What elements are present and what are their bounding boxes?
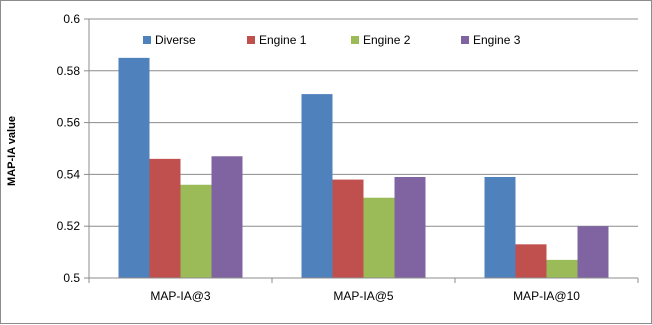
x-tick-label: MAP-IA@10 bbox=[513, 289, 580, 303]
bar bbox=[515, 244, 547, 278]
bar bbox=[211, 156, 243, 278]
y-tick-labels: 0.5 0.52 0.54 0.56 0.58 0.6 bbox=[57, 12, 81, 285]
y-tick-label: 0.54 bbox=[57, 167, 81, 181]
bar bbox=[180, 184, 212, 278]
y-tick-label: 0.58 bbox=[57, 64, 81, 78]
x-tick-label: MAP-IA@3 bbox=[150, 289, 211, 303]
x-tick-label: MAP-IA@5 bbox=[333, 289, 394, 303]
y-tick-label: 0.56 bbox=[57, 116, 81, 130]
legend: Diverse Engine 1 Engine 2 Engine 3 bbox=[137, 30, 587, 50]
axes bbox=[88, 19, 639, 283]
y-tick-label: 0.52 bbox=[57, 219, 81, 233]
bar bbox=[484, 176, 516, 278]
bars bbox=[118, 57, 609, 278]
x-tick-labels: MAP-IA@3 MAP-IA@5 MAP-IA@10 bbox=[150, 289, 580, 303]
bar bbox=[149, 158, 181, 278]
legend-label: Engine 3 bbox=[473, 33, 521, 47]
legend-swatch bbox=[143, 36, 151, 44]
legend-label: Diverse bbox=[155, 33, 196, 47]
bar bbox=[118, 57, 150, 278]
legend-background bbox=[137, 30, 587, 50]
legend-swatch bbox=[461, 36, 469, 44]
legend-label: Engine 1 bbox=[259, 33, 307, 47]
bar bbox=[301, 94, 333, 278]
y-axis-title: MAP-IA value bbox=[6, 116, 18, 186]
legend-swatch bbox=[247, 36, 255, 44]
y-tick-label: 0.5 bbox=[63, 271, 80, 285]
legend-swatch bbox=[351, 36, 359, 44]
y-tick-label: 0.6 bbox=[63, 12, 80, 26]
bar bbox=[363, 197, 395, 278]
bar bbox=[577, 226, 609, 278]
bar bbox=[332, 179, 364, 278]
legend-label: Engine 2 bbox=[363, 33, 411, 47]
bar bbox=[546, 259, 578, 278]
bar bbox=[394, 176, 426, 278]
